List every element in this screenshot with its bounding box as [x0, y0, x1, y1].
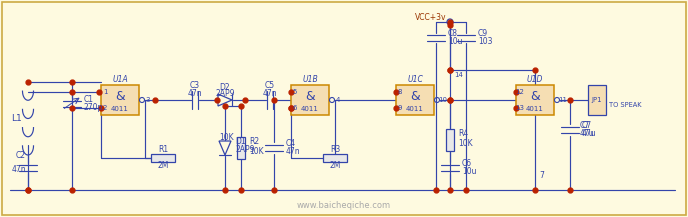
Text: &: & — [115, 89, 125, 102]
Text: 47n: 47n — [12, 166, 26, 174]
Text: 103: 103 — [478, 38, 493, 46]
Text: 4011: 4011 — [111, 106, 129, 112]
Text: C2: C2 — [16, 151, 26, 161]
Text: 2M: 2M — [158, 161, 169, 171]
Text: 10u: 10u — [462, 168, 477, 176]
Text: U1D: U1D — [527, 74, 544, 84]
Text: 4011: 4011 — [406, 106, 424, 112]
FancyBboxPatch shape — [2, 2, 686, 215]
Text: 2: 2 — [103, 105, 107, 111]
Text: C7: C7 — [580, 120, 590, 130]
Text: 47n: 47n — [188, 89, 202, 97]
Text: 47u: 47u — [580, 130, 594, 138]
Text: 7: 7 — [539, 171, 544, 181]
Text: R1: R1 — [158, 146, 168, 155]
Text: 10K: 10K — [219, 133, 235, 143]
Text: www.baicheqiche.com: www.baicheqiche.com — [297, 201, 391, 209]
Text: C3: C3 — [190, 82, 200, 90]
Text: JP1: JP1 — [592, 97, 602, 103]
Text: 14: 14 — [454, 72, 463, 78]
Text: 10: 10 — [438, 97, 447, 103]
Text: 270p: 270p — [84, 104, 103, 112]
Bar — [446, 129, 454, 151]
Text: 4011: 4011 — [526, 106, 544, 112]
Text: &: & — [410, 89, 420, 102]
Text: 2AP9: 2AP9 — [235, 146, 255, 155]
Text: 6: 6 — [293, 105, 297, 111]
Text: U1A: U1A — [112, 74, 128, 84]
Text: R4: R4 — [458, 130, 469, 138]
Text: 4: 4 — [336, 97, 340, 103]
Text: D1: D1 — [235, 138, 246, 146]
Text: C5: C5 — [265, 82, 275, 90]
Bar — [101, 85, 139, 115]
Text: VCC+3v: VCC+3v — [414, 13, 446, 21]
Text: U1B: U1B — [302, 74, 318, 84]
Bar — [396, 85, 434, 115]
Text: 10u: 10u — [448, 38, 462, 46]
Bar — [237, 137, 245, 159]
Text: 3: 3 — [146, 97, 150, 103]
Text: C4: C4 — [286, 138, 296, 148]
Text: 8: 8 — [398, 89, 402, 95]
Bar — [323, 154, 347, 162]
Text: 13: 13 — [515, 105, 524, 111]
Text: 10K: 10K — [249, 148, 264, 156]
Text: U1C: U1C — [407, 74, 423, 84]
Text: C7: C7 — [582, 120, 592, 130]
Text: R3: R3 — [330, 146, 340, 155]
Text: &: & — [305, 89, 315, 102]
Text: C8: C8 — [448, 28, 458, 38]
Text: 11: 11 — [559, 97, 568, 103]
Text: C1: C1 — [84, 94, 94, 104]
Text: D2: D2 — [219, 82, 230, 92]
Bar — [516, 85, 554, 115]
Text: C9: C9 — [478, 28, 488, 38]
Text: R2: R2 — [249, 138, 259, 146]
Text: 2AP9: 2AP9 — [215, 89, 235, 99]
Text: 12: 12 — [515, 89, 524, 95]
Text: 47n: 47n — [263, 89, 277, 97]
Text: 1: 1 — [103, 89, 107, 95]
Bar — [151, 154, 175, 162]
Text: 5: 5 — [293, 89, 297, 95]
Text: L1: L1 — [10, 114, 21, 123]
Bar — [291, 85, 329, 115]
Text: &: & — [530, 89, 540, 102]
Text: 4011: 4011 — [301, 106, 319, 112]
Text: 47n: 47n — [286, 148, 301, 156]
Text: 10K: 10K — [458, 140, 473, 148]
Text: C6: C6 — [462, 158, 472, 168]
Bar — [588, 85, 606, 115]
Text: 2M: 2M — [330, 161, 341, 171]
Text: 47u: 47u — [582, 130, 596, 138]
Text: 9: 9 — [398, 105, 402, 111]
Text: TO SPEAK: TO SPEAK — [609, 102, 641, 108]
